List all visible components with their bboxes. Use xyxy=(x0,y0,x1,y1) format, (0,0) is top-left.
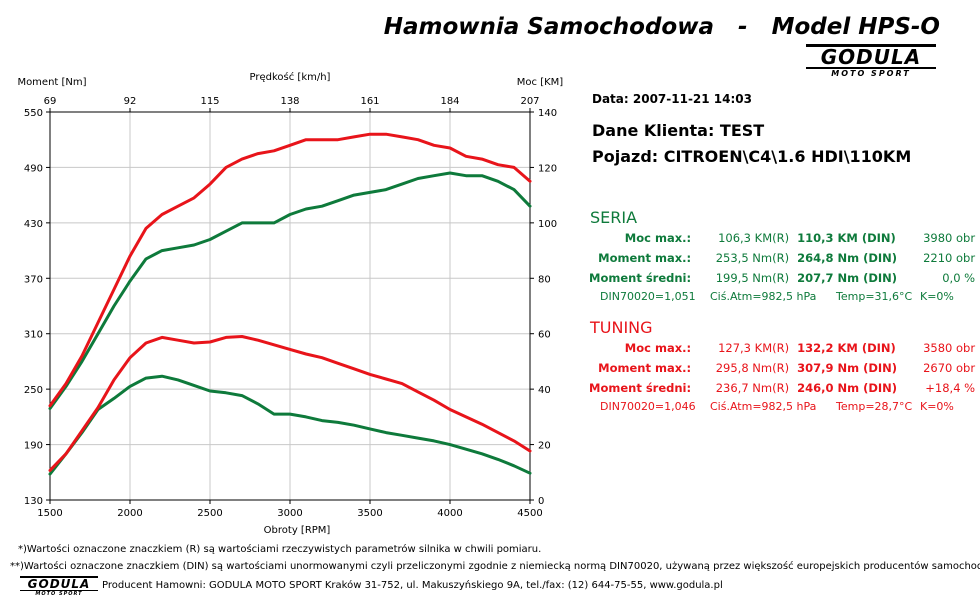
top-tick-label: 207 xyxy=(520,96,539,107)
series-line-tuning-moment xyxy=(48,335,532,472)
seria-stats-table: Moc max.: 106,3 KM(R) 110,3 KM (DIN) 398… xyxy=(585,228,979,288)
k-factor: K=0% xyxy=(920,290,954,303)
stat-value-din: 207,7 Nm (DIN) xyxy=(797,271,898,285)
y-right-tick-label: 120 xyxy=(538,163,557,174)
logo-wordmark: GODULA xyxy=(806,44,936,69)
x-tick-label: 4500 xyxy=(517,508,542,519)
tuning-din-row: DIN70020=1,046 Ciś.Atm=982,5 hPa Temp=28… xyxy=(600,400,970,416)
stat-label: Moment średni: xyxy=(589,271,692,285)
y-right-tick-label: 40 xyxy=(538,385,551,396)
top-tick-label: 69 xyxy=(44,96,57,107)
y-right-tick-label: 60 xyxy=(538,330,551,341)
top-tick-label: 161 xyxy=(360,96,379,107)
atm-pressure: Ciś.Atm=982,5 hPa xyxy=(710,290,817,303)
table-row: Moment max.: 253,5 Nm(R) 264,8 Nm (DIN) … xyxy=(585,248,979,268)
stat-value-din: 307,9 Nm (DIN) xyxy=(797,361,898,375)
x-tick-label: 3500 xyxy=(357,508,382,519)
y-right-tick-label: 0 xyxy=(538,496,544,507)
stat-value-r: 127,3 KM(R) xyxy=(718,341,790,355)
logo-tagline: MOTO SPORT xyxy=(831,69,911,78)
top-tick-label: 115 xyxy=(200,96,219,107)
chart-grid xyxy=(50,112,530,500)
tuning-stats-table: Moc max.: 127,3 KM(R) 132,2 KM (DIN) 358… xyxy=(585,338,979,398)
y-right-tick-label: 100 xyxy=(538,219,557,230)
din-factor: DIN70020=1,051 xyxy=(600,290,696,303)
temperature: Temp=31,6°C xyxy=(836,290,913,303)
x-tick-label: 4000 xyxy=(437,508,462,519)
x-tick-label: 3000 xyxy=(277,508,302,519)
series-line-seria-moment xyxy=(48,374,532,476)
producer-info: Producent Hamowni: GODULA MOTO SPORT Kra… xyxy=(102,580,723,591)
godula-logo: GODULA MOTO SPORT xyxy=(806,44,936,79)
stat-value-din: 264,8 Nm (DIN) xyxy=(797,251,898,265)
stat-value-r: 199,5 Nm(R) xyxy=(715,271,790,285)
y-left-tick-label: 430 xyxy=(24,219,43,230)
stat-value-r: 106,3 KM(R) xyxy=(718,231,790,245)
y-left-tick-label: 130 xyxy=(24,496,43,507)
x-tick-label: 2000 xyxy=(117,508,142,519)
footnote-din: **)Wartości oznaczone znaczkiem (DIN) są… xyxy=(10,561,980,572)
temperature: Temp=28,7°C xyxy=(836,400,913,413)
table-row: Moc max.: 106,3 KM(R) 110,3 KM (DIN) 398… xyxy=(585,228,979,248)
x-tick-label: 1500 xyxy=(37,508,62,519)
logo-tagline: MOTO SPORT xyxy=(35,591,83,597)
stat-value-r: 295,8 Nm(R) xyxy=(715,361,790,375)
footnote-r: *)Wartości oznaczone znaczkiem (R) są wa… xyxy=(18,544,542,555)
table-row: Moment średni: 236,7 Nm(R) 246,0 Nm (DIN… xyxy=(585,378,979,398)
stat-extra: 2670 obr xyxy=(923,361,976,375)
seria-din-row: DIN70020=1,051 Ciś.Atm=982,5 hPa Temp=31… xyxy=(600,290,970,306)
series-layer xyxy=(48,132,532,476)
seria-title: SERIA xyxy=(590,208,638,227)
y-right-tick-label: 80 xyxy=(538,274,551,285)
stat-value-din: 246,0 Nm (DIN) xyxy=(797,381,898,395)
logo-wordmark: GODULA xyxy=(20,576,98,591)
y-right-tick-label: 20 xyxy=(538,441,551,452)
stat-label: Moment max.: xyxy=(598,361,692,375)
series-line-seria-power xyxy=(48,171,532,410)
top-tick-label: 92 xyxy=(124,96,137,107)
y-left-tick-label: 370 xyxy=(24,274,43,285)
stat-extra: 3580 obr xyxy=(923,341,976,355)
stat-extra: 2210 obr xyxy=(923,251,976,265)
x-axis-label: Obroty [RPM] xyxy=(264,525,331,536)
top-tick-label: 184 xyxy=(440,96,459,107)
k-factor: K=0% xyxy=(920,400,954,413)
stat-label: Moment średni: xyxy=(589,381,692,395)
client-name: Dane Klienta: TEST xyxy=(592,121,765,140)
y-left-tick-label: 490 xyxy=(24,163,43,174)
vehicle-name: Pojazd: CITROEN\C4\1.6 HDI\110KM xyxy=(592,147,912,166)
table-row: Moc max.: 127,3 KM(R) 132,2 KM (DIN) 358… xyxy=(585,338,979,358)
y-right-tick-label: 140 xyxy=(538,108,557,119)
atm-pressure: Ciś.Atm=982,5 hPa xyxy=(710,400,817,413)
stat-value-din: 132,2 KM (DIN) xyxy=(797,341,896,355)
table-row: Moment średni: 199,5 Nm(R) 207,7 Nm (DIN… xyxy=(585,268,979,288)
y-right-axis-label: Moc [KM] xyxy=(517,77,564,88)
y-left-tick-label: 250 xyxy=(24,385,43,396)
test-date: Data: 2007-11-21 14:03 xyxy=(592,92,753,106)
stat-value-r: 236,7 Nm(R) xyxy=(715,381,790,395)
x-tick-label: 2500 xyxy=(197,508,222,519)
tuning-title: TUNING xyxy=(590,318,653,337)
top-axis-label: Prędkość [km/h] xyxy=(250,71,331,83)
stat-label: Moment max.: xyxy=(598,251,692,265)
y-left-tick-label: 550 xyxy=(24,108,43,119)
stat-label: Moc max.: xyxy=(624,231,692,245)
godula-logo-small: GODULA MOTO SPORT xyxy=(20,576,98,597)
table-row: Moment max.: 295,8 Nm(R) 307,9 Nm (DIN) … xyxy=(585,358,979,378)
stat-extra: +18,4 % xyxy=(925,381,976,395)
top-tick-label: 138 xyxy=(280,96,299,107)
stat-extra: 0,0 % xyxy=(942,271,976,285)
y-left-axis-label: Moment [Nm] xyxy=(17,77,86,88)
y-left-tick-label: 310 xyxy=(24,330,43,341)
stat-extra: 3980 obr xyxy=(923,231,976,245)
stat-value-r: 253,5 Nm(R) xyxy=(715,251,790,265)
page-title: Hamownia Samochodowa - Model HPS-O xyxy=(383,14,940,40)
stat-value-din: 110,3 KM (DIN) xyxy=(797,231,896,245)
din-factor: DIN70020=1,046 xyxy=(600,400,696,413)
series-line-tuning-power xyxy=(48,132,532,408)
y-left-tick-label: 190 xyxy=(24,441,43,452)
stat-label: Moc max.: xyxy=(624,341,692,355)
